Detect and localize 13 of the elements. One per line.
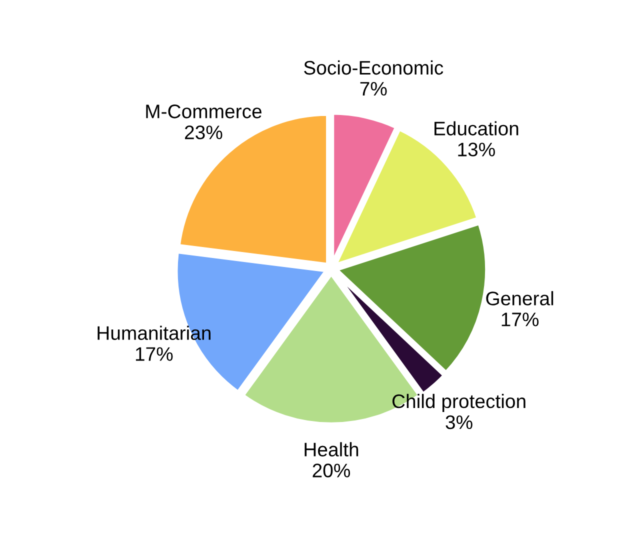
data-label: 23% bbox=[184, 125, 222, 140]
data-label: 7% bbox=[360, 82, 387, 96]
data-label: 17% bbox=[136, 347, 173, 361]
slice-label: General bbox=[486, 291, 554, 306]
data-label: 3% bbox=[446, 415, 472, 430]
data-label: 20% bbox=[312, 464, 350, 478]
slice-label: Education bbox=[434, 121, 518, 136]
data-label: 13% bbox=[458, 142, 495, 156]
data-label: 17% bbox=[502, 312, 539, 326]
slice-label: Health bbox=[304, 442, 358, 456]
slice-label: M-Commerce bbox=[146, 104, 262, 118]
slice-label: Child protection bbox=[392, 394, 526, 412]
slice-label: Socio-Economic bbox=[304, 60, 444, 75]
